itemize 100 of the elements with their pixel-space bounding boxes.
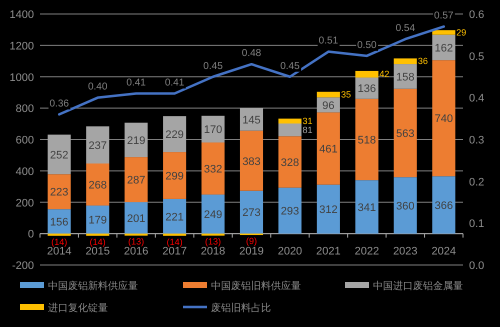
x-tick-label: 2017 [162,246,187,258]
legend-label: 中国进口废铝金属量 [373,280,463,292]
data-label: 156 [50,216,68,228]
data-label: 0.40 [88,82,108,93]
y-tick-label: 1000 [10,72,34,84]
y-tick-label: 1200 [10,40,34,52]
data-label: 29 [456,27,466,38]
y2-tick-label: 0.6 [469,9,484,21]
x-tick-label: 2020 [278,246,302,258]
data-label: 268 [88,180,107,192]
bar [86,126,110,164]
data-label: 237 [88,140,107,152]
data-label: 252 [50,149,68,162]
data-label: 35 [340,90,351,100]
data-label: 299 [165,170,184,183]
data-label: 366 [434,200,453,212]
bar [394,177,417,234]
data-label: 81 [302,124,313,135]
bar [163,198,186,234]
bar [355,180,378,234]
y-tick-label: 600 [16,134,34,146]
bar [278,124,302,136]
data-label: (14) [51,236,68,247]
bar [48,134,71,174]
bar [432,34,456,60]
bar [432,60,456,176]
bar [163,116,186,152]
bar [394,88,417,178]
data-label: 0.41 [164,77,185,88]
data-label: 223 [50,186,68,199]
data-label: 0.51 [318,36,339,47]
data-label: 229 [165,129,184,142]
data-label: 293 [280,206,300,218]
x-tick-label: 2022 [354,246,380,258]
x-tick-label: 2024 [432,246,456,258]
bar [432,176,456,234]
y-tick-label: 1400 [10,9,34,21]
x-tick-label: 2018 [200,246,226,258]
data-label: 96 [322,100,335,112]
data-label: 563 [396,128,414,140]
x-tick-label: 2019 [239,246,264,258]
bar [316,112,340,185]
data-label: 360 [396,200,414,212]
data-label: 136 [358,83,376,96]
data-label: (13) [128,236,144,247]
bar [202,142,225,195]
data-label: 0.57 [434,10,454,22]
data-label: 383 [242,156,261,168]
bar [278,118,302,124]
bar [316,184,340,234]
data-label: 0.45 [280,60,300,72]
bar [278,136,302,188]
data-label: 0.50 [357,40,378,51]
x-tick-label: 2014 [46,246,72,258]
data-label: 179 [88,214,107,227]
legend-label: 废铝旧料占比 [211,302,271,314]
bar [432,30,456,35]
bar [355,98,378,180]
data-label: 0.45 [203,60,224,72]
y2-tick-label: 0.3 [469,134,484,146]
y-tick-label: 200 [16,197,34,210]
y2-tick-label: 0.5 [469,50,484,63]
data-label: 273 [242,207,261,220]
data-label: (13) [205,236,222,247]
bar [355,70,378,78]
legend-label: 中国废铝旧料供应量 [211,280,301,292]
data-label: 287 [126,174,146,187]
y2-tick-label: 0.2 [469,176,484,188]
data-label: 42 [379,69,390,80]
bar [202,194,225,234]
data-label: 0.36 [49,98,70,110]
bar [48,174,71,210]
y-tick-label: 800 [16,103,34,116]
x-tick-label: 2016 [124,246,148,258]
data-label: 249 [204,209,222,222]
data-label: 162 [434,42,453,54]
data-label: 518 [358,134,376,146]
legend-label: 进口复化锭量 [48,302,108,314]
data-label: 332 [204,164,222,176]
data-label: 219 [126,134,146,147]
x-tick-label: 2015 [85,246,110,258]
data-label: 0.41 [126,77,146,88]
bar [124,122,148,158]
data-label: 158 [396,71,414,84]
data-label: (14) [90,236,106,247]
y-tick-label: 0 [28,228,34,241]
data-label: 341 [358,202,376,214]
bar [316,92,340,98]
data-label: 461 [319,144,338,156]
y2-tick-label: 0.1 [469,218,484,230]
x-tick-label: 2023 [393,246,418,258]
y2-tick-label: 0.0 [469,260,484,272]
y2-tick-label: 0.4 [469,92,484,105]
bar [240,190,264,234]
data-label: 221 [165,211,184,224]
data-label: 170 [204,124,222,136]
legend-label: 中国废铝新料供应量 [48,280,138,292]
bar [124,157,148,202]
bar [163,152,186,199]
data-label: 328 [280,156,300,169]
